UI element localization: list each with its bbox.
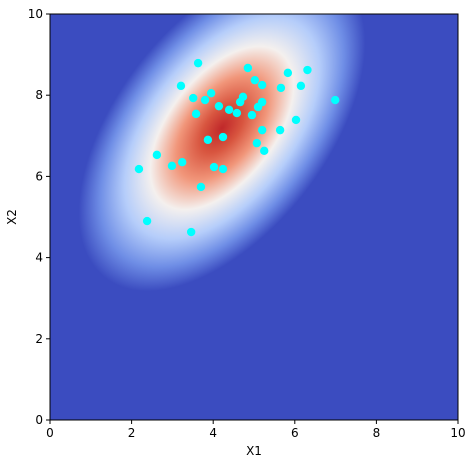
x-tick-label: 0 — [46, 426, 54, 440]
point — [167, 161, 177, 171]
point — [235, 97, 245, 107]
point — [247, 110, 257, 120]
plot-frame — [49, 13, 459, 421]
point — [276, 83, 286, 93]
point — [253, 102, 263, 112]
point — [191, 109, 201, 119]
point — [152, 150, 162, 160]
point — [275, 125, 285, 135]
point — [232, 108, 242, 118]
point — [224, 105, 234, 115]
x-axis-label: X1 — [246, 444, 262, 458]
point — [218, 164, 228, 174]
x-tick-label: 10 — [450, 426, 465, 440]
y-tick-label: 0 — [35, 413, 43, 427]
point — [243, 63, 253, 73]
point — [257, 80, 267, 90]
point — [189, 93, 198, 103]
y-tick-label: 4 — [35, 251, 43, 265]
point — [260, 146, 269, 156]
point — [252, 138, 262, 148]
density-layer — [78, 14, 366, 292]
y-tick-label: 6 — [35, 169, 43, 183]
point — [214, 101, 224, 111]
point — [186, 227, 196, 237]
y-tick-label: 10 — [28, 7, 43, 21]
point — [209, 162, 219, 172]
point — [193, 58, 203, 68]
point — [250, 75, 260, 85]
point — [196, 182, 206, 192]
y-axis-label: X2 — [5, 209, 19, 225]
point — [291, 115, 301, 125]
x-tick-label: 4 — [209, 426, 217, 440]
x-tick-label: 2 — [128, 426, 136, 440]
y-tick-label: 2 — [35, 332, 43, 346]
x-tick-label: 6 — [291, 426, 299, 440]
point — [206, 88, 216, 98]
point — [330, 95, 340, 105]
point — [177, 157, 187, 167]
x-tick-label: 8 — [373, 426, 381, 440]
y-tick-label: 8 — [35, 88, 43, 102]
point — [142, 216, 152, 226]
point — [176, 81, 186, 91]
point — [134, 164, 144, 174]
points — [134, 58, 340, 237]
point — [203, 135, 213, 145]
point — [303, 65, 312, 75]
point — [296, 81, 306, 91]
density-heatmap — [78, 14, 366, 292]
point — [283, 68, 293, 78]
point — [218, 132, 228, 142]
point — [257, 125, 267, 135]
point — [200, 95, 210, 105]
